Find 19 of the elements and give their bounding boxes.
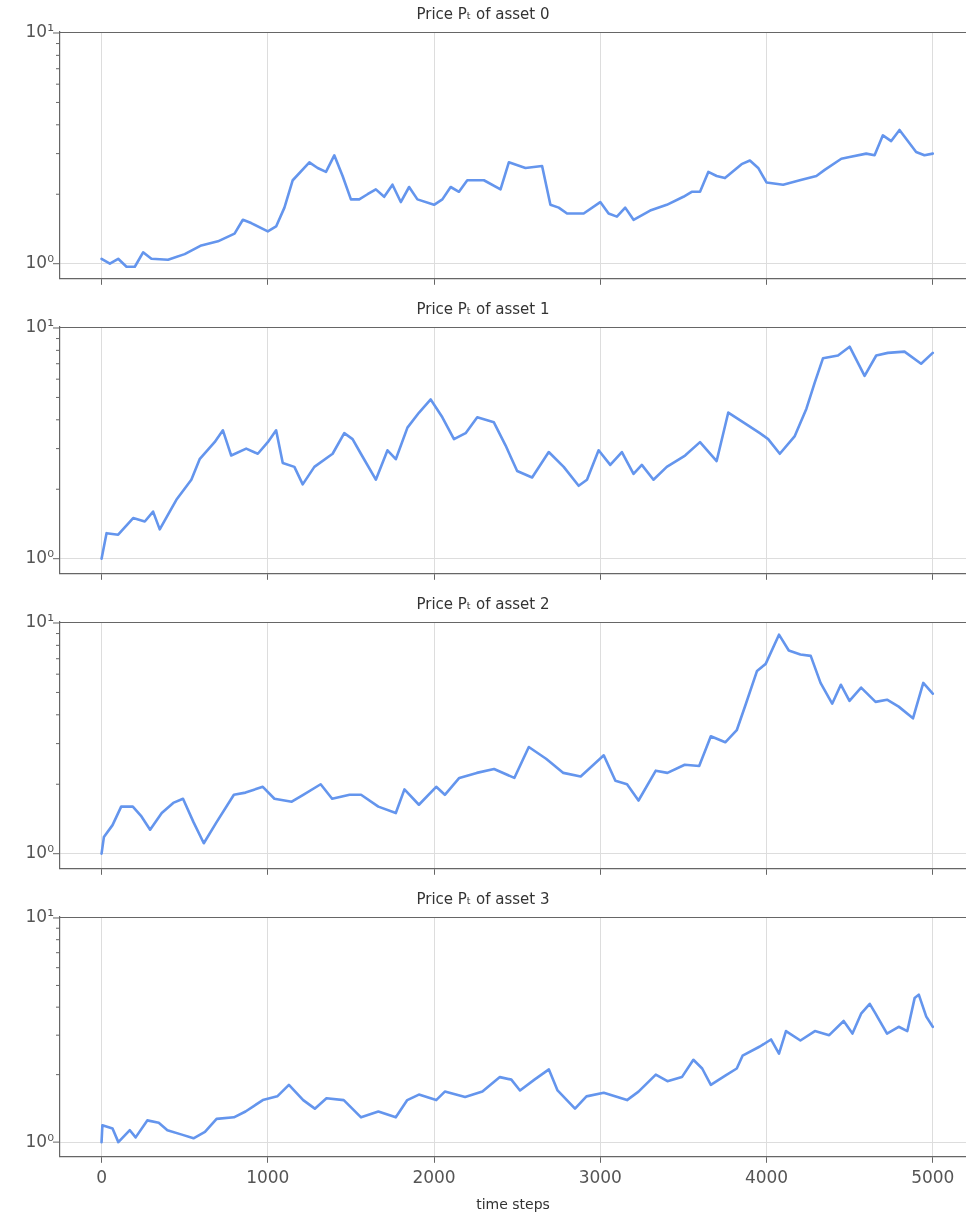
- y-tick-label: 10¹: [25, 316, 54, 337]
- y-tick-label: 10⁰: [25, 1130, 55, 1151]
- y-tick-label: 10⁰: [25, 842, 55, 863]
- chart-title: Price Pₜ of asset 0: [416, 4, 550, 23]
- x-tick-label: 5000: [911, 1167, 955, 1188]
- y-tick-label: 10¹: [25, 21, 54, 42]
- chart-title: Price Pₜ of asset 2: [416, 594, 550, 613]
- y-tick-label: 10¹: [25, 906, 54, 927]
- x-tick-label: 3000: [578, 1167, 622, 1188]
- x-tick-label: 2000: [412, 1167, 456, 1188]
- chart-title: Price Pₜ of asset 3: [416, 889, 550, 908]
- x-tick-label: 4000: [744, 1167, 789, 1188]
- chart-title: Price Pₜ of asset 1: [416, 299, 550, 318]
- y-tick-label: 10⁰: [25, 252, 55, 273]
- y-tick-label: 10¹: [25, 611, 54, 632]
- x-axis-title: time steps: [476, 1196, 550, 1213]
- x-tick-label: 0: [96, 1167, 107, 1188]
- y-tick-label: 10⁰: [25, 547, 55, 568]
- x-tick-label: 1000: [246, 1167, 290, 1188]
